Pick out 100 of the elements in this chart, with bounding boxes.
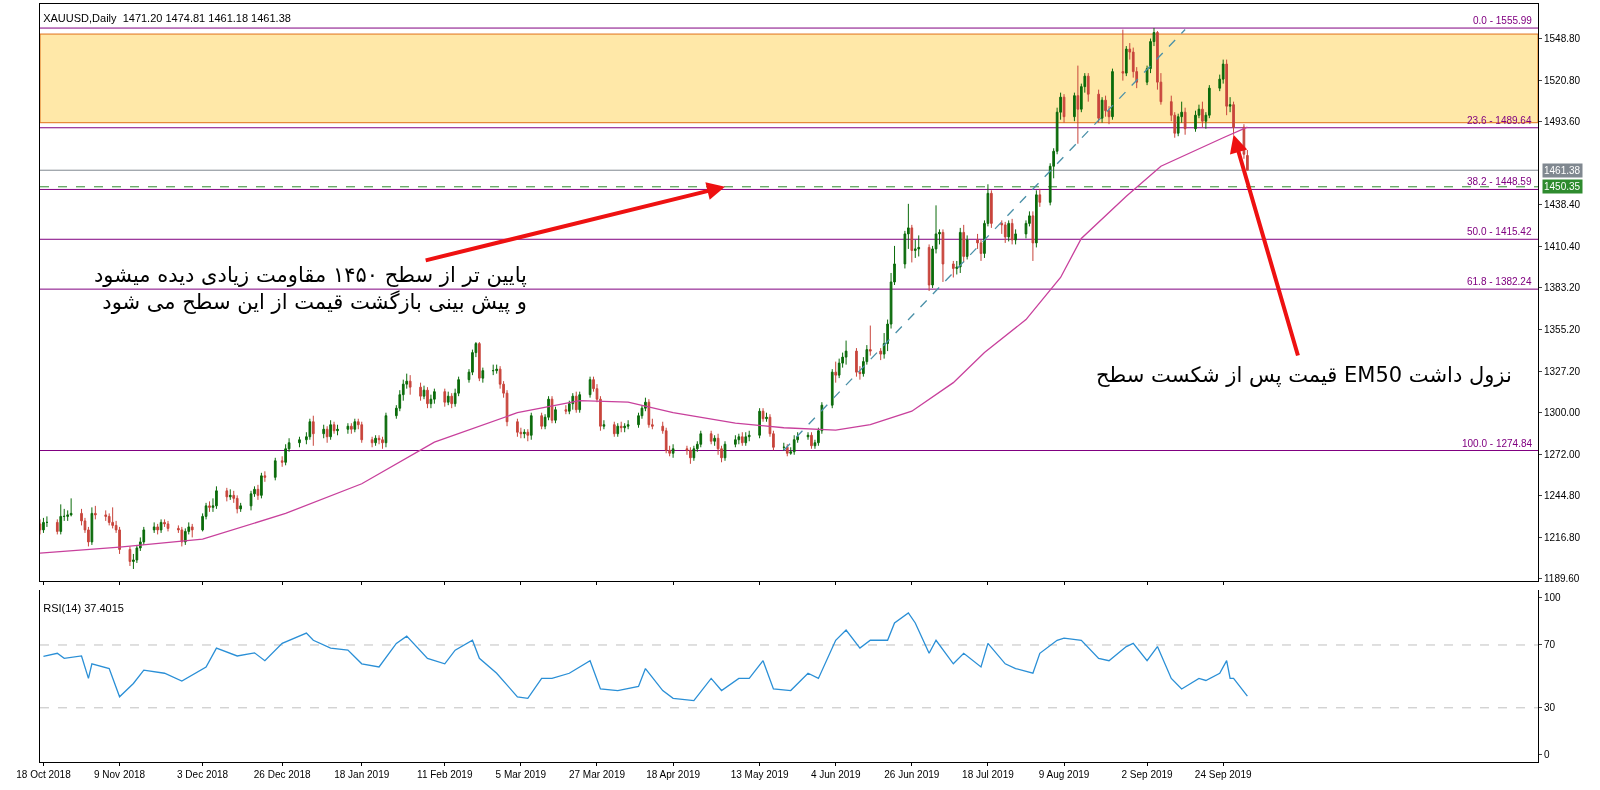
candlestick <box>128 545 132 567</box>
candlestick <box>626 419 630 430</box>
annotation: 50.0 - 1415.42 <box>1467 226 1532 237</box>
candlestick <box>256 484 260 501</box>
text: XAUUSD,Daily 1471.20 1474.81 1461.18 1461.38 <box>43 11 291 24</box>
y-tick-label: 1300.00 <box>1544 407 1581 419</box>
candlestick <box>1014 228 1017 245</box>
candlestick <box>588 376 592 399</box>
candlestick <box>360 421 364 444</box>
candlestick <box>426 386 429 409</box>
y-tick-label: 1548.80 <box>1544 33 1581 45</box>
candlestick <box>443 388 447 408</box>
annotation: 0.0 - 1555.99 <box>1473 15 1533 26</box>
candlestick <box>1100 96 1104 124</box>
x-tick-label: 26 Jun 2019 <box>884 769 940 780</box>
candlestick <box>228 488 232 501</box>
candlestick <box>879 347 883 361</box>
candlestick <box>868 325 872 357</box>
y-tick-label: 1410.40 <box>1544 241 1581 253</box>
candlestick <box>699 430 703 448</box>
y-tick-label: 1216.80 <box>1544 532 1581 544</box>
x-tick-label: 18 Oct 2018 <box>16 769 72 780</box>
candlestick <box>325 425 329 444</box>
candlestick <box>166 520 170 532</box>
x-tick-label: 5 Mar 2019 <box>495 769 547 780</box>
x-tick-label: 27 Mar 2019 <box>568 769 626 780</box>
candlestick <box>1010 218 1014 245</box>
candlestick <box>550 395 554 424</box>
candlestick <box>761 407 765 423</box>
candlestick <box>744 431 748 447</box>
candlestick <box>917 234 921 257</box>
x-tick-label: 3 Dec 2018 <box>177 769 229 780</box>
candlestick <box>792 434 796 456</box>
candlestick <box>1228 96 1232 113</box>
candlestick <box>273 457 277 481</box>
candlestick <box>554 406 557 424</box>
candlestick <box>353 418 357 433</box>
y-tick-label: 1355.20 <box>1544 324 1581 336</box>
candlestick <box>332 421 336 435</box>
ref-line-label: 1450.35 <box>1544 181 1581 192</box>
candlestick <box>69 497 73 517</box>
candlestick <box>350 422 353 435</box>
candlestick <box>59 503 63 535</box>
candlestick <box>1038 188 1042 208</box>
candlestick <box>1232 101 1235 136</box>
candlestick <box>758 407 761 439</box>
candlestick <box>163 518 166 528</box>
candlestick <box>111 506 114 529</box>
candlestick <box>159 518 163 534</box>
y-tick-label: 0 <box>1544 749 1550 761</box>
candlestick <box>433 388 436 405</box>
candlestick <box>516 418 519 438</box>
candlestick <box>481 367 485 384</box>
candlestick <box>260 472 263 499</box>
candlestick <box>422 385 426 400</box>
candlestick <box>765 412 768 423</box>
candlestick <box>574 391 578 414</box>
candlestick <box>990 189 993 229</box>
annotation: پایین تر از سطح ۱۴۵۰ مقاومت زیادی دیده میشود و پیش بینی بازگشت قیمت از این سطح می شود <box>94 263 528 315</box>
x-tick-label: 18 Apr 2019 <box>646 769 701 780</box>
candlestick <box>329 419 332 441</box>
candlestick <box>1076 65 1080 145</box>
candlestick <box>1035 189 1038 248</box>
x-tick-label: 11 Feb 2019 <box>417 769 473 780</box>
candlestick <box>408 374 412 396</box>
candlestick <box>830 368 834 409</box>
candlestick <box>602 419 606 430</box>
y-tick-label: 1327.20 <box>1544 366 1581 378</box>
candlestick <box>495 364 499 375</box>
candlestick <box>1225 59 1228 116</box>
ref-line-label: 1461.38 <box>1544 165 1581 176</box>
candlestick <box>55 518 59 535</box>
candlestick <box>94 505 97 520</box>
candlestick <box>311 415 315 447</box>
candlestick <box>747 430 751 442</box>
candlestick <box>298 436 301 448</box>
x-tick-label: 4 Jun 2019 <box>810 769 861 780</box>
candlestick <box>810 431 813 450</box>
candlestick <box>526 428 530 442</box>
candlestick <box>249 490 253 511</box>
candlestick <box>564 404 568 415</box>
candlestick <box>689 446 692 465</box>
candlestick <box>958 227 962 274</box>
candlestick <box>156 523 159 535</box>
candlestick <box>965 234 969 260</box>
candlestick <box>180 526 184 547</box>
y-tick-label: 100 <box>1544 592 1562 604</box>
candlestick <box>263 470 267 483</box>
annotation: 38.2 - 1448.59 <box>1467 176 1532 187</box>
candlestick <box>370 436 374 448</box>
x-tick-label: 9 Nov 2018 <box>93 769 146 780</box>
annotation: 100.0 - 1274.84 <box>1462 438 1533 449</box>
candlestick <box>647 398 651 429</box>
candlestick <box>1183 107 1187 136</box>
x-tick-label: 9 Aug 2019 <box>1038 769 1090 780</box>
y-tick-label: 30 <box>1544 702 1556 714</box>
candlestick <box>1007 219 1011 242</box>
candlestick <box>450 392 454 409</box>
candlestick <box>280 455 284 468</box>
candlestick <box>951 260 955 278</box>
